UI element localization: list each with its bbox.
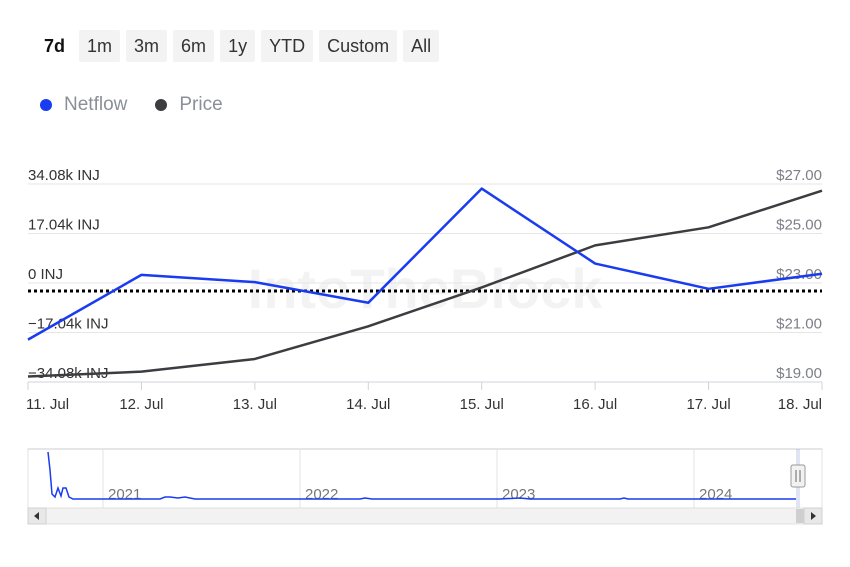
price-legend-dot	[155, 99, 168, 111]
x-tick-label: 12. Jul	[119, 396, 163, 413]
navigator-year-label: 2021	[108, 486, 141, 503]
range-button-6m[interactable]: 6m	[173, 30, 215, 62]
scrollbar-track[interactable]	[27, 507, 823, 525]
netflow-line	[27, 187, 823, 341]
chevron-right-icon	[811, 512, 816, 520]
range-button-custom[interactable]: Custom	[319, 30, 398, 62]
navigator-year-label: 2024	[699, 486, 732, 503]
y-left-tick-label: 34.08k INJ	[28, 167, 100, 184]
y-right-tick-label: $21.00	[776, 316, 822, 333]
range-selector: 7d 1m 3m 6m 1y YTD Custom All	[36, 30, 440, 62]
legend: Netflow Price	[40, 94, 223, 116]
y-left-tick-label: 17.04k INJ	[28, 217, 100, 234]
legend-label-price: Price	[179, 94, 223, 115]
x-tick-label: 15. Jul	[460, 396, 504, 413]
legend-label-netflow: Netflow	[64, 94, 128, 115]
range-button-1m[interactable]: 1m	[79, 30, 121, 62]
navigator-mini-line	[47, 451, 796, 500]
legend-item-netflow[interactable]: Netflow	[40, 94, 127, 116]
x-tick-label: 18. Jul	[778, 396, 822, 413]
navigator-year-label: 2023	[502, 486, 535, 503]
x-tick-label: 17. Jul	[686, 396, 730, 413]
range-button-7d[interactable]: 7d	[36, 30, 74, 62]
scrollbar-thumb[interactable]	[796, 509, 804, 523]
range-button-1y[interactable]: 1y	[220, 30, 256, 62]
chevron-left-icon	[34, 512, 39, 520]
y-left-tick-label: 0 INJ	[28, 266, 63, 283]
y-right-tick-label: $19.00	[776, 365, 822, 382]
y-left-tick-label: −34.08k INJ	[28, 365, 108, 382]
netflow-legend-dot	[40, 99, 52, 111]
range-button-ytd[interactable]: YTD	[261, 30, 314, 62]
y-right-tick-label: $25.00	[776, 217, 822, 234]
price-line	[27, 189, 823, 378]
legend-item-price[interactable]: Price	[155, 94, 223, 116]
x-tick-label: 13. Jul	[233, 396, 277, 413]
range-button-3m[interactable]: 3m	[126, 30, 168, 62]
x-tick-label: 16. Jul	[573, 396, 617, 413]
x-tick-label: 14. Jul	[346, 396, 390, 413]
navigator-year-label: 2022	[305, 486, 338, 503]
watermark: IntoTheBlock	[248, 257, 604, 320]
x-tick-label: 11. Jul	[26, 396, 69, 413]
range-button-all[interactable]: All	[403, 30, 440, 62]
y-right-tick-label: $27.00	[776, 167, 822, 184]
navigator-handle[interactable]	[790, 464, 806, 488]
